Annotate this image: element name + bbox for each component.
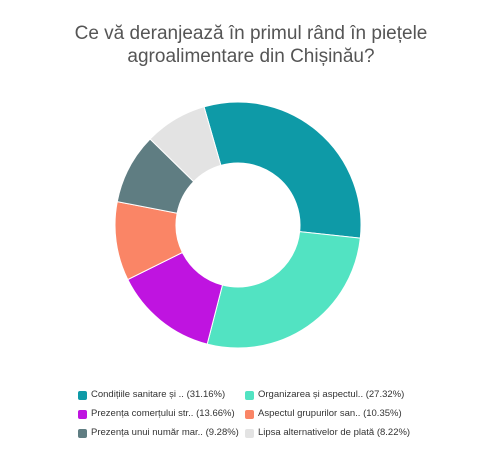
legend-item-3[interactable]: Prezența comerțului str.. (13.66%) bbox=[78, 408, 245, 420]
donut-chart bbox=[114, 101, 362, 349]
legend-item-2[interactable]: Organizarea și aspectul.. (27.32%) bbox=[245, 389, 435, 401]
legend-swatch-2 bbox=[245, 390, 254, 400]
donut-slice-2[interactable] bbox=[206, 231, 361, 349]
legend-label-3: Prezența comerțului str.. (13.66%) bbox=[91, 408, 235, 419]
legend-swatch-1 bbox=[78, 390, 87, 400]
donut-slice-1[interactable] bbox=[203, 101, 362, 239]
legend-swatch-4 bbox=[245, 409, 254, 419]
legend-label-4: Aspectul grupurilor san.. (10.35%) bbox=[258, 408, 402, 419]
chart-title: Ce vă deranjează în primul rând în piețe… bbox=[0, 22, 502, 68]
chart-title-line-2: agroalimentare din Chișinău? bbox=[127, 46, 375, 67]
legend-label-5: Prezența unui număr mar.. (9.28%) bbox=[91, 427, 239, 438]
chart-legend: Condițiile sanitare și .. (31.16%) Organ… bbox=[78, 389, 438, 439]
chart-title-line-1: Ce vă deranjează în primul rând în piețe… bbox=[74, 23, 428, 44]
donut-slice-6[interactable] bbox=[149, 106, 222, 183]
legend-swatch-5 bbox=[78, 428, 87, 438]
legend-item-4[interactable]: Aspectul grupurilor san.. (10.35%) bbox=[245, 408, 435, 420]
legend-label-6: Lipsa alternativelor de plată (8.22%) bbox=[258, 427, 411, 438]
legend-item-6[interactable]: Lipsa alternativelor de plată (8.22%) bbox=[245, 427, 435, 439]
legend-swatch-6 bbox=[245, 428, 254, 438]
legend-item-5[interactable]: Prezența unui număr mar.. (9.28%) bbox=[78, 427, 245, 439]
legend-label-1: Condițiile sanitare și .. (31.16%) bbox=[91, 389, 226, 400]
legend-swatch-3 bbox=[78, 409, 87, 419]
legend-item-1[interactable]: Condițiile sanitare și .. (31.16%) bbox=[78, 389, 245, 401]
legend-label-2: Organizarea și aspectul.. (27.32%) bbox=[258, 389, 405, 400]
